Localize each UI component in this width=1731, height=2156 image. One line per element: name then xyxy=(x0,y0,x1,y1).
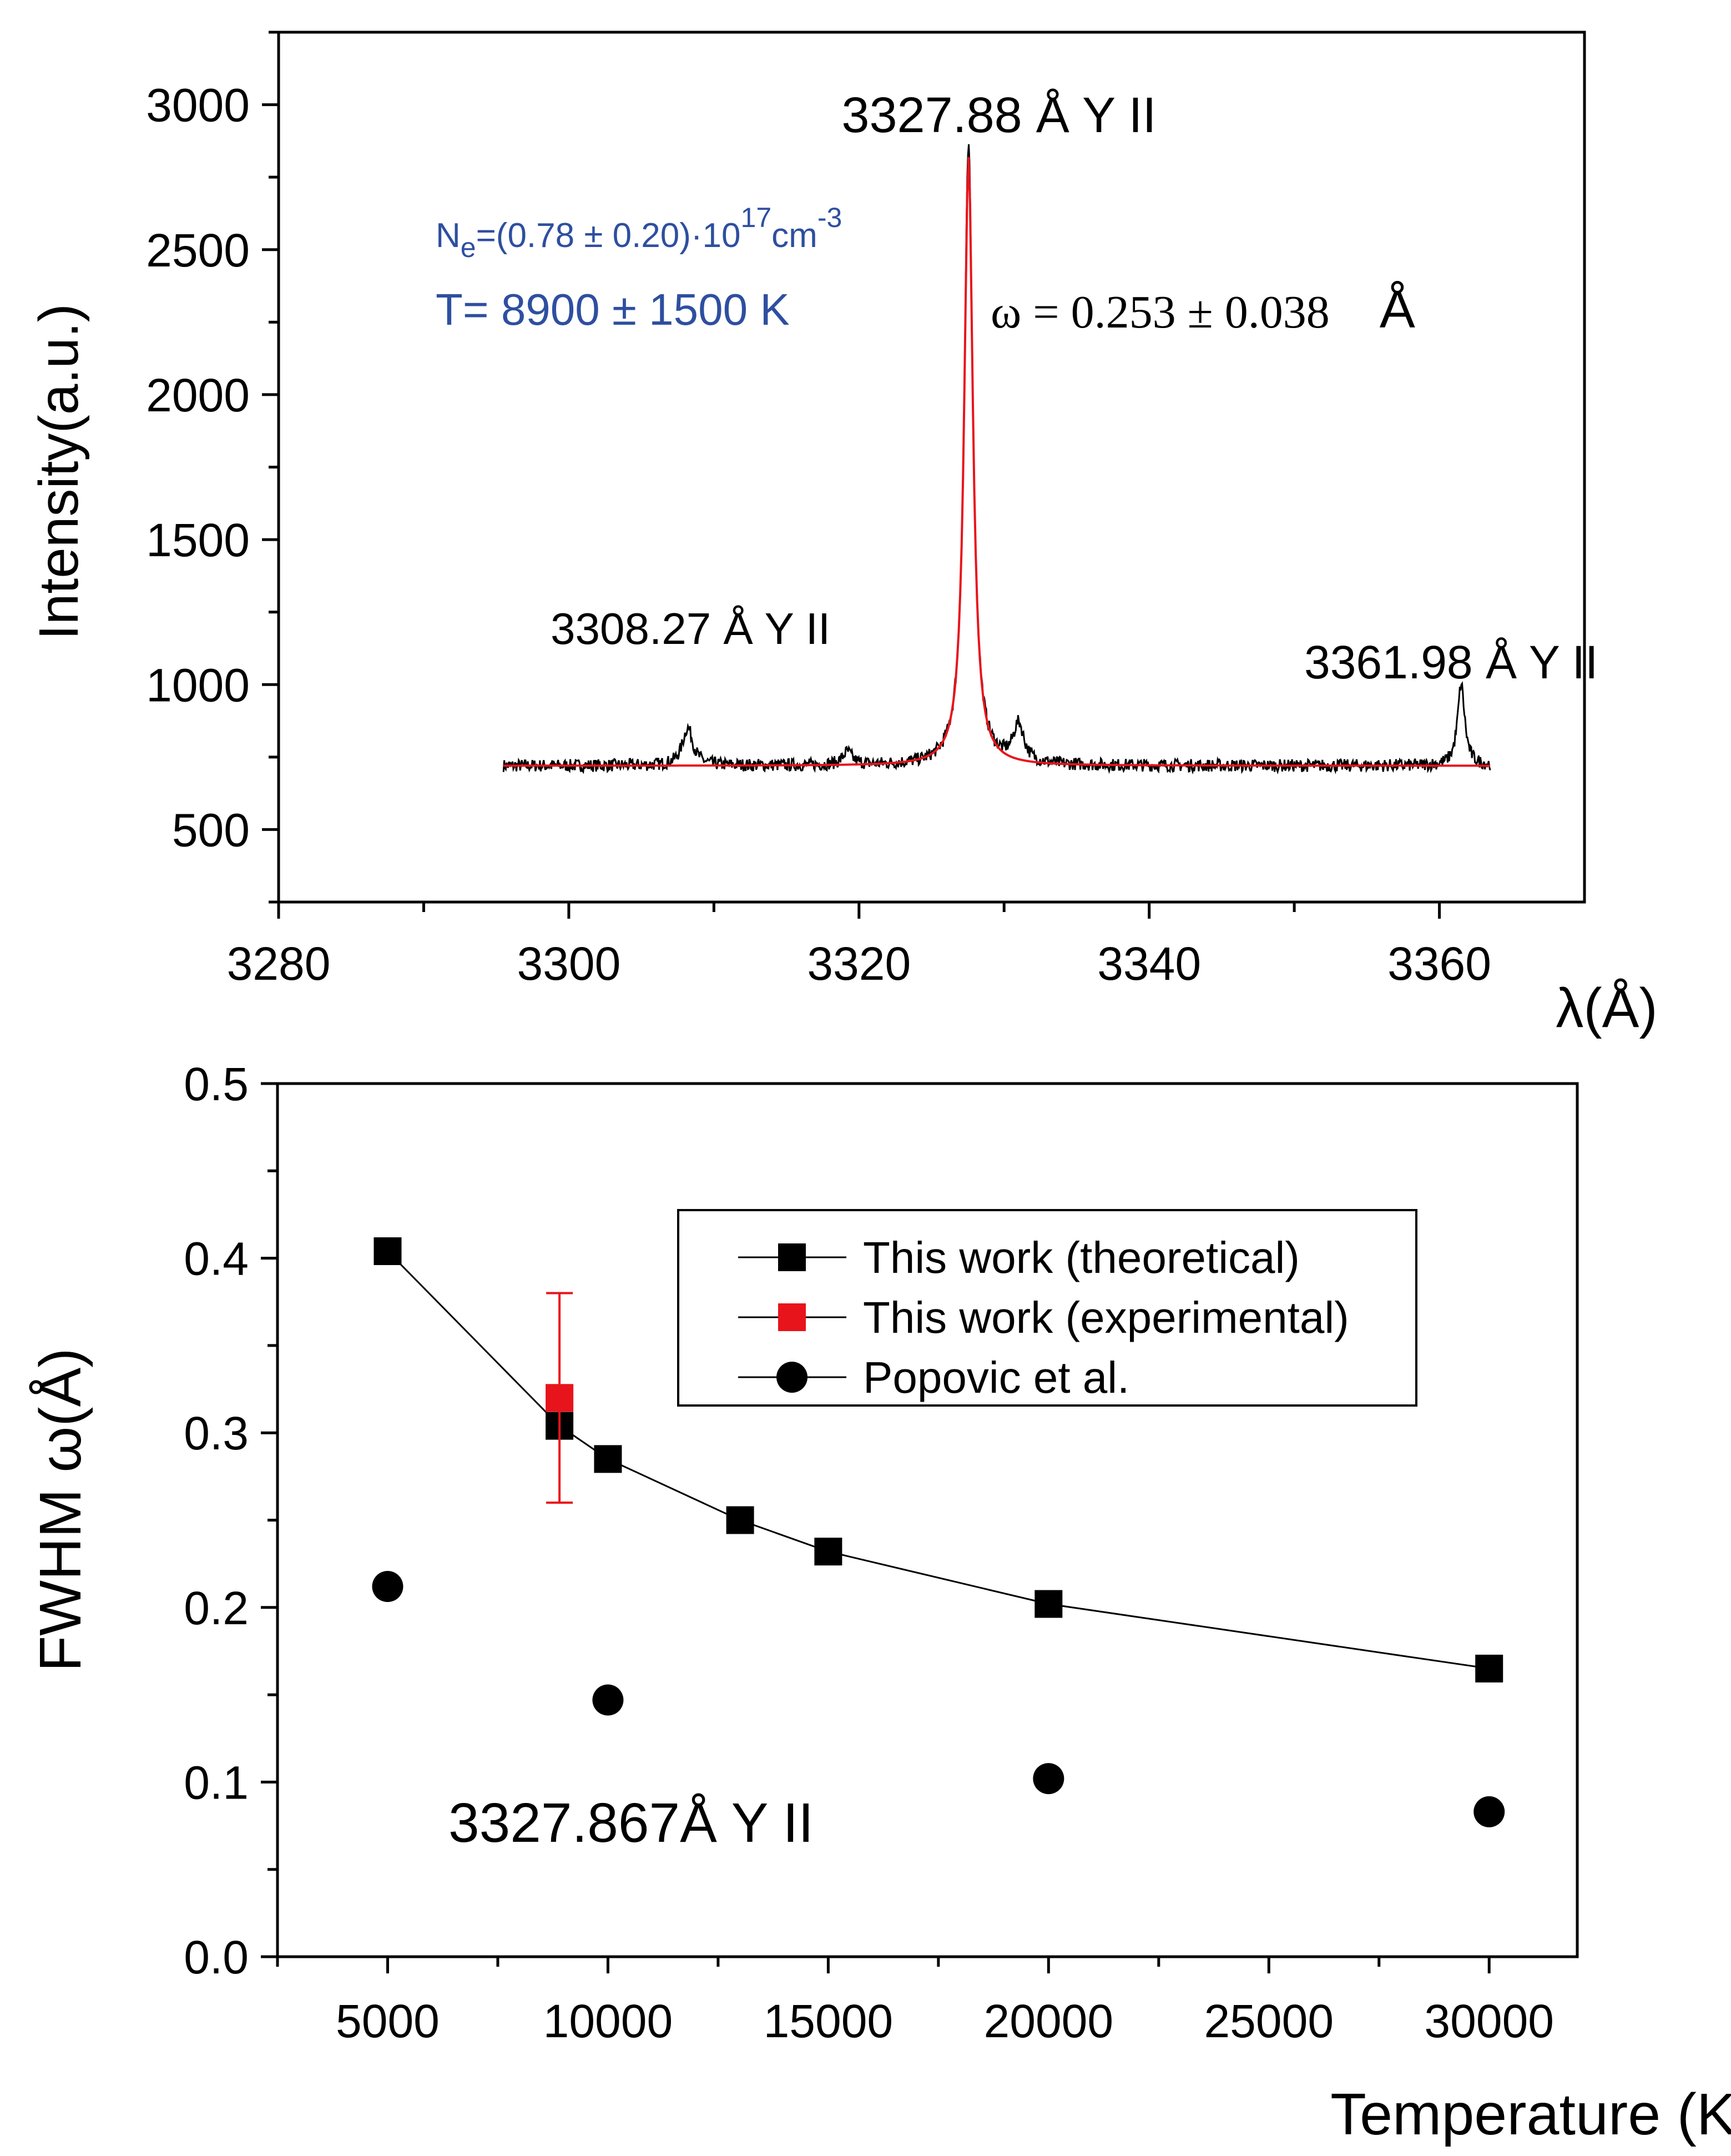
y-tick-label: 0.5 xyxy=(184,1058,249,1110)
x-tick-label: 3340 xyxy=(1097,938,1201,990)
y-tick-label: 2000 xyxy=(146,369,250,421)
y-tick-label: 0.3 xyxy=(184,1407,249,1459)
data-point-circle xyxy=(1033,1763,1064,1795)
density-annotation: Ne=(0.78 ± 0.20)·1017cm-3 xyxy=(436,202,842,263)
x-axis-label: λ(Å) xyxy=(1556,977,1657,1039)
width-value: ω = 0.253 ± 0.038 xyxy=(991,286,1330,338)
data-point-square xyxy=(546,1384,574,1412)
data-point-square xyxy=(1034,1590,1063,1618)
data-point-circle xyxy=(372,1571,403,1603)
x-tick-label: 10000 xyxy=(543,1995,673,2047)
density-unit-exponent: -3 xyxy=(817,202,842,233)
legend-marker-square xyxy=(778,1243,806,1271)
legend-marker-square xyxy=(778,1303,806,1331)
fit-profile-line xyxy=(503,157,1491,767)
y-tick-label: 0.0 xyxy=(184,1931,249,1983)
temperature-annotation: T= 8900 ± 1500 K xyxy=(436,285,790,334)
legend: This work (theoretical) This work (experi… xyxy=(677,1209,1417,1407)
density-unit: cm xyxy=(771,216,817,255)
density-symbol: N xyxy=(436,216,461,255)
legend-marker-circle xyxy=(776,1362,808,1393)
width-annotation: ω = 0.253 ± 0.038 Å xyxy=(991,280,1415,339)
legend-label: This work (theoretical) xyxy=(863,1233,1300,1282)
y-tick-label: 0.2 xyxy=(184,1582,249,1634)
y-tick-label: 1000 xyxy=(146,659,250,711)
data-point-circle xyxy=(1473,1796,1505,1827)
y-tick-label: 1500 xyxy=(146,514,250,566)
y-tick-label: 3000 xyxy=(146,79,250,132)
x-axis-label: Temperature (K) xyxy=(1330,2082,1731,2147)
x-tick-label: 3320 xyxy=(807,938,911,990)
x-tick-label: 3360 xyxy=(1387,938,1491,990)
data-point-square xyxy=(1475,1654,1503,1683)
y-tick-label: 2500 xyxy=(146,224,250,276)
data-point-square xyxy=(594,1445,622,1473)
peak-label-right: 3361.98 Å Y II xyxy=(1304,636,1598,688)
y-tick-label: 500 xyxy=(172,804,250,856)
x-tick-label: 20000 xyxy=(984,1995,1114,2047)
data-point-square xyxy=(814,1538,842,1566)
y-axis-label: FWHM ω(Å) xyxy=(28,1348,93,1671)
plot-frame xyxy=(277,31,1586,904)
x-tick-label: 3300 xyxy=(517,938,620,990)
x-tick-label: 3280 xyxy=(227,938,331,990)
density-subscript: e xyxy=(461,232,476,263)
peak-label-left: 3308.27 Å Y II xyxy=(551,604,830,653)
spectrum-chart: 3280 3300 3320 3340 3360 500 1000 1500 2000 2500 3… xyxy=(28,31,1658,1039)
x-tick-label: 15000 xyxy=(764,1995,894,2047)
legend-label: This work (experimental) xyxy=(863,1293,1349,1342)
density-value: =(0.78 ± 0.20)·10 xyxy=(476,216,741,255)
x-tick-label: 25000 xyxy=(1204,1995,1334,2047)
x-tick-label: 5000 xyxy=(336,1995,440,2047)
data-point-square xyxy=(726,1506,754,1534)
fwhm-chart: 5000 10000 15000 20000 25000 30000 0.0 0.1 0.2 0.… xyxy=(28,1058,1731,2147)
x-tick-label: 30000 xyxy=(1424,1995,1554,2047)
y-tick-label: 0.1 xyxy=(184,1756,249,1809)
density-exponent: 17 xyxy=(741,202,772,233)
line-label-annotation: 3327.867Å Y II xyxy=(448,1792,814,1854)
data-point-square xyxy=(374,1237,402,1266)
legend-label: Popovic et al. xyxy=(863,1353,1129,1402)
y-tick-label: 0.4 xyxy=(184,1233,249,1285)
peak-label-main: 3327.88 Å Y II xyxy=(841,88,1156,143)
data-point-circle xyxy=(592,1684,624,1716)
width-unit: Å xyxy=(1380,280,1415,339)
y-axis-label: Intensity(a.u.) xyxy=(28,304,90,640)
